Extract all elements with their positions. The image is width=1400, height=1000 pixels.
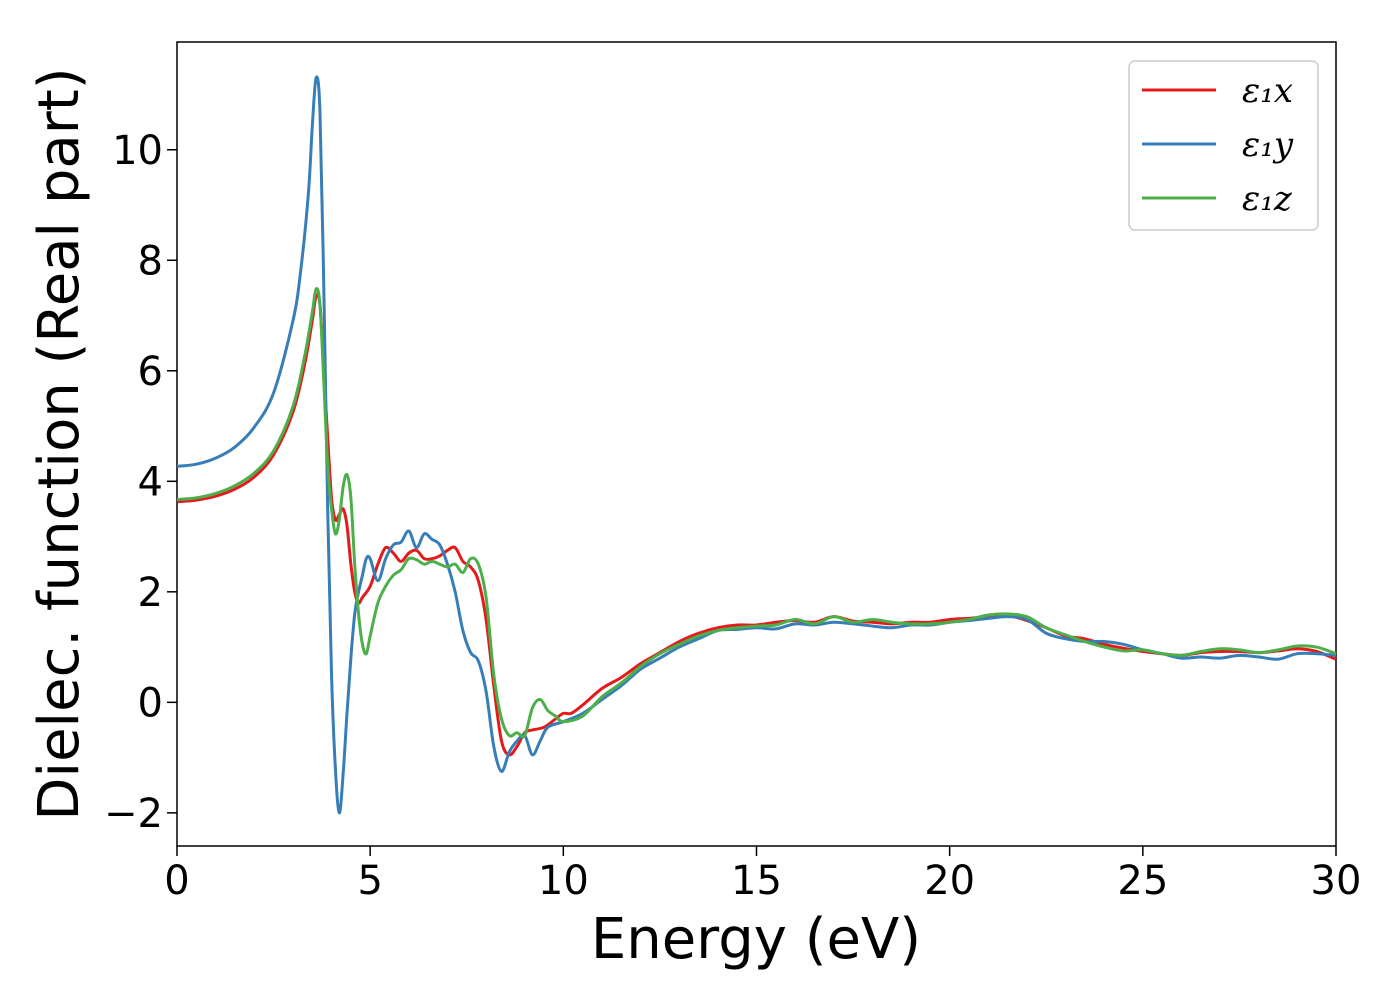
x-tick-label: 0 xyxy=(164,858,189,904)
y-axis: −2 0 2 4 6 8 10 xyxy=(104,128,177,837)
x-tick-label: 30 xyxy=(1311,858,1362,904)
series-line-y xyxy=(176,75,1337,815)
y-tick-label: 10 xyxy=(112,128,163,174)
series-layer xyxy=(176,75,1337,815)
legend-label-y: ε₁y xyxy=(1242,125,1294,165)
x-axis: 0 5 10 15 20 25 30 xyxy=(164,846,1361,904)
y-tick-label: 8 xyxy=(138,238,163,284)
x-tick-label: 5 xyxy=(357,858,382,904)
x-axis-label: Energy (eV) xyxy=(591,907,921,972)
y-tick-label: −2 xyxy=(104,791,163,837)
legend: ε₁x ε₁y ε₁z xyxy=(1128,60,1319,231)
x-tick-label: 20 xyxy=(924,858,975,904)
x-tick-label: 15 xyxy=(731,858,782,904)
legend-label-z: ε₁z xyxy=(1242,179,1293,219)
y-axis-label: Dielec. function (Real part) xyxy=(27,67,92,820)
y-tick-label: 4 xyxy=(138,459,163,505)
x-tick-label: 25 xyxy=(1117,858,1168,904)
y-tick-label: 6 xyxy=(138,349,163,395)
legend-box xyxy=(1128,60,1319,231)
y-tick-label: 2 xyxy=(138,570,163,616)
y-tick-label: 0 xyxy=(138,680,163,726)
series-line-x xyxy=(176,292,1337,757)
legend-label-x: ε₁x xyxy=(1242,71,1293,111)
x-tick-label: 10 xyxy=(538,858,589,904)
series-line-z xyxy=(176,287,1337,739)
